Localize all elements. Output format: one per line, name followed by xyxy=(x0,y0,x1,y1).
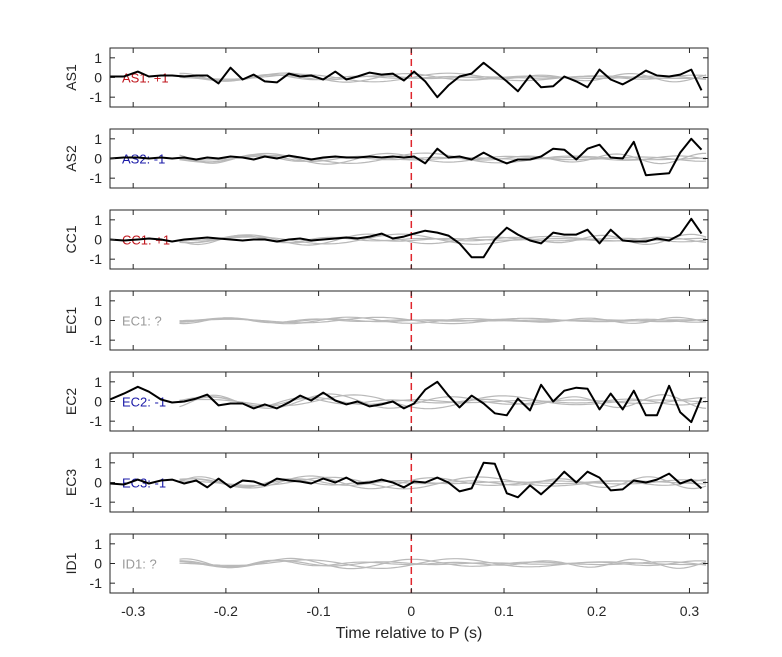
y-tick-label: -1 xyxy=(90,494,103,510)
y-tick-label: -1 xyxy=(90,332,103,348)
x-tick-label: 0.1 xyxy=(494,603,514,619)
series-line xyxy=(110,137,703,177)
panel-as1: AS1: +1 -1 0 1 AS1 xyxy=(63,47,709,108)
y-tick-label: -1 xyxy=(90,251,103,267)
series-line xyxy=(110,380,703,424)
panel-label: AS1: +1 xyxy=(122,71,169,86)
panel-label: EC3: -1 xyxy=(122,476,166,491)
y-tick-label: 1 xyxy=(94,455,102,471)
x-tick-label: -0.2 xyxy=(214,603,238,619)
x-tick-label: 0 xyxy=(407,603,415,619)
y-tick-label: 0 xyxy=(94,313,102,329)
y-tick-label: 1 xyxy=(94,374,102,390)
panel-id1: ID1: ? -1 0 1 ID1 xyxy=(63,533,709,594)
x-tick-label: 0.3 xyxy=(680,603,700,619)
x-tick-label: -0.1 xyxy=(307,603,331,619)
y-axis-label: AS1 xyxy=(63,64,79,91)
y-axis-label: ID1 xyxy=(63,552,79,574)
background-trace xyxy=(179,476,707,490)
y-tick-label: -1 xyxy=(90,170,103,186)
panel-ec1: EC1: ? -1 0 1 EC1 xyxy=(63,290,709,351)
background-trace xyxy=(179,72,707,83)
background-trace xyxy=(179,559,707,568)
background-trace xyxy=(179,72,707,83)
background-trace xyxy=(179,74,707,81)
x-tick-label: -0.3 xyxy=(121,603,145,619)
background-trace xyxy=(179,316,707,325)
background-trace xyxy=(179,316,707,325)
series-line xyxy=(110,61,703,99)
background-trace xyxy=(179,475,707,490)
y-tick-label: 1 xyxy=(94,50,102,66)
x-tick-label: 0.2 xyxy=(587,603,607,619)
background-traces xyxy=(179,316,707,325)
y-tick-label: 1 xyxy=(94,536,102,552)
y-tick-label: 1 xyxy=(94,212,102,228)
y-axis-label: AS2 xyxy=(63,145,79,172)
panel-ec3: EC3: -1 -1 0 1 EC3 xyxy=(63,452,709,513)
axes-box xyxy=(109,209,709,270)
background-trace xyxy=(179,152,707,165)
series-line xyxy=(110,217,703,259)
y-tick-label: -1 xyxy=(90,89,103,105)
background-traces xyxy=(179,557,707,570)
y-tick-label: -1 xyxy=(90,575,103,591)
y-tick-label: 0 xyxy=(94,232,102,248)
y-tick-label: -1 xyxy=(90,413,103,429)
panel-label: CC1: +1 xyxy=(122,233,170,248)
y-axis-label: EC2 xyxy=(63,388,79,415)
x-axis-label: Time relative to P (s) xyxy=(336,625,483,642)
y-tick-label: 0 xyxy=(94,475,102,491)
series-line xyxy=(110,461,703,499)
panel-label: EC1: ? xyxy=(122,314,162,329)
panel-label: ID1: ? xyxy=(122,557,157,572)
panel-cc1: CC1: +1 -1 0 1 CC1 xyxy=(63,209,709,270)
y-axis-label: CC1 xyxy=(63,225,79,253)
background-trace xyxy=(179,558,707,569)
y-axis-label: EC1 xyxy=(63,307,79,334)
y-tick-label: 0 xyxy=(94,70,102,86)
y-tick-label: 1 xyxy=(94,131,102,147)
y-tick-label: 1 xyxy=(94,293,102,309)
panel-label: EC2: -1 xyxy=(122,395,166,410)
panel-ec2: EC2: -1 -1 0 1 EC2 xyxy=(63,371,709,432)
y-tick-label: 0 xyxy=(94,394,102,410)
y-tick-label: 0 xyxy=(94,556,102,572)
y-tick-label: 0 xyxy=(94,151,102,167)
y-axis-label: EC3 xyxy=(63,469,79,496)
background-traces xyxy=(179,72,707,83)
